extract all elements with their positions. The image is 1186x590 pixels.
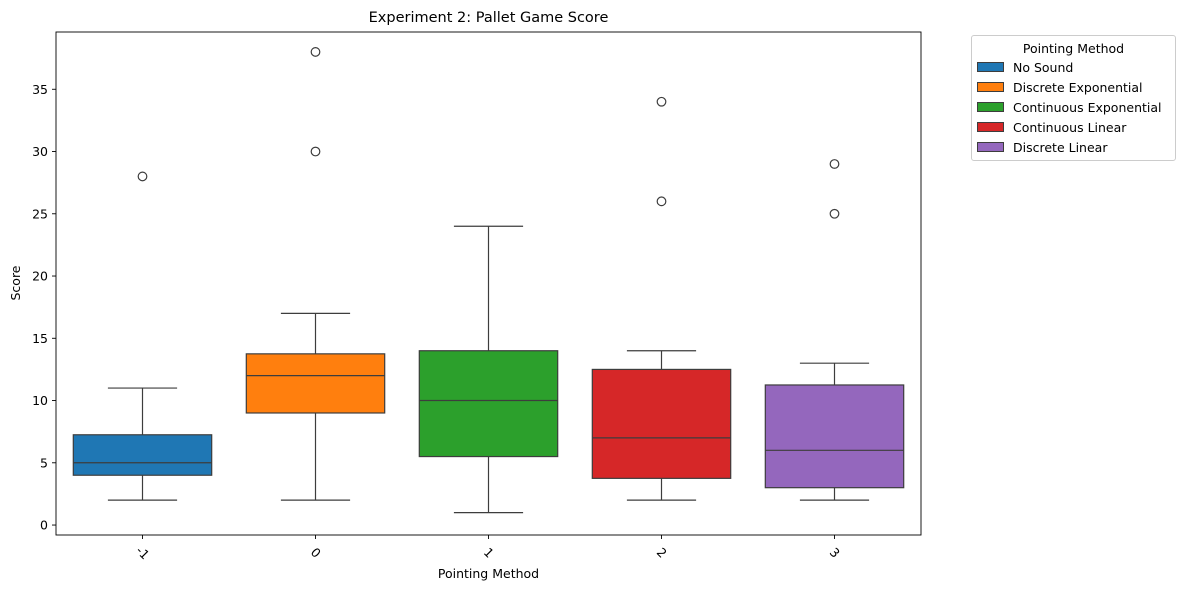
box-4 — [764, 159, 905, 501]
legend-item: Continuous Linear — [972, 117, 1175, 137]
outlier-point — [656, 96, 667, 107]
box-iqr — [591, 368, 732, 479]
box-0 — [72, 171, 213, 501]
legend-item: Continuous Exponential — [972, 97, 1175, 117]
y-axis: 0 5 10 15 20 25 30 35 — [32, 82, 56, 533]
legend-swatch — [977, 102, 1004, 112]
box-iqr — [72, 434, 213, 476]
legend-label: Discrete Linear — [1013, 139, 1108, 155]
legend-item: No Sound — [972, 57, 1175, 77]
x-tick-label: 2 — [654, 545, 670, 561]
box-iqr — [418, 350, 559, 458]
x-axis-label: Pointing Method — [438, 566, 539, 581]
outlier-point — [310, 47, 321, 57]
outlier-point — [137, 171, 148, 182]
box-iqr — [764, 384, 905, 489]
legend-swatch — [977, 142, 1004, 152]
x-axis: -1 0 1 2 3 — [133, 535, 843, 562]
legend-title: Pointing Method — [1022, 41, 1125, 56]
legend-item: Discrete Linear — [972, 137, 1175, 157]
x-tick-label: 1 — [481, 545, 497, 561]
y-tick-label: 30 — [32, 144, 48, 159]
box-3 — [591, 96, 732, 501]
outlier-point — [829, 159, 840, 169]
x-tick-label: 0 — [308, 545, 324, 561]
legend-label: Continuous Linear — [1013, 119, 1127, 135]
x-tick-label: 3 — [827, 545, 843, 561]
legend-swatch — [977, 122, 1004, 132]
y-tick-label: 15 — [32, 331, 48, 346]
legend-swatch — [977, 82, 1004, 92]
box-1 — [245, 47, 386, 501]
legend-item: Discrete Exponential — [972, 77, 1175, 97]
box-2 — [418, 225, 559, 514]
outlier-point — [310, 146, 321, 157]
outlier-point — [829, 208, 840, 219]
y-tick-label: 10 — [32, 393, 48, 408]
outlier-point — [656, 196, 667, 207]
legend-label: Continuous Exponential — [1013, 99, 1162, 115]
chart-title: Experiment 2: Pallet Game Score — [369, 10, 609, 26]
boxes — [72, 47, 905, 514]
legend-items: No Sound Discrete Exponential Continuous E… — [972, 57, 1175, 157]
legend-label: Discrete Exponential — [1013, 79, 1143, 95]
legend: Pointing Method No Sound Discrete Exponen… — [971, 35, 1176, 161]
y-tick-label: 20 — [32, 269, 48, 284]
x-tick-label: -1 — [133, 543, 152, 562]
legend-label: No Sound — [1013, 59, 1074, 75]
y-tick-label: 5 — [40, 455, 48, 470]
y-axis-label: Score — [8, 265, 23, 300]
box-iqr — [245, 353, 386, 414]
y-tick-label: 0 — [40, 518, 48, 533]
y-tick-label: 25 — [32, 206, 48, 221]
y-tick-label: 35 — [32, 82, 48, 97]
legend-swatch — [977, 62, 1004, 72]
